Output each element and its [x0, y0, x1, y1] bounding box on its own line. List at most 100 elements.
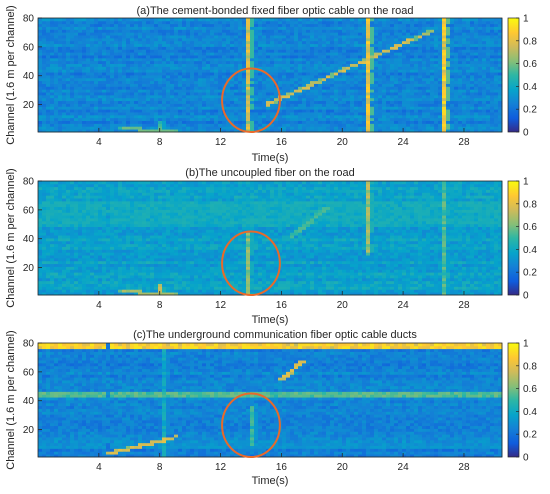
heatmap-cell [190, 75, 195, 79]
heatmap-cell [126, 46, 131, 50]
heatmap-cell [210, 103, 215, 107]
heatmap-cell [118, 32, 123, 36]
heatmap-cell [230, 103, 235, 107]
heatmap-cell [238, 63, 243, 67]
heatmap-cell [90, 80, 95, 84]
heatmap-cell [154, 40, 159, 45]
heatmap-cell [306, 92, 311, 96]
heatmap-cell [174, 18, 179, 22]
heatmap-cell [434, 129, 439, 133]
heatmap-cell [246, 60, 251, 64]
heatmap-cell [390, 94, 395, 99]
heatmap-cell [346, 72, 351, 76]
heatmap-cell [270, 75, 275, 79]
heatmap-cell [162, 43, 167, 47]
heatmap-cell [474, 57, 479, 62]
heatmap-cell [194, 66, 199, 70]
heatmap-cell [246, 103, 251, 107]
heatmap-cell [254, 75, 259, 79]
heatmap-cell [42, 66, 47, 70]
heatmap-cell [370, 92, 375, 96]
heatmap-cell [210, 289, 215, 293]
heatmap-cell [134, 60, 139, 64]
heatmap-cell [466, 32, 471, 36]
heatmap-cell [86, 100, 91, 104]
heatmap-cell [250, 286, 255, 290]
heatmap-cell [54, 123, 59, 127]
heatmap-cell [102, 126, 107, 130]
heatmap-cell [482, 63, 487, 67]
heatmap-cell [358, 86, 363, 90]
heatmap-cell [446, 72, 451, 76]
heatmap-cell [78, 26, 83, 30]
heatmap-cell [270, 129, 275, 133]
heatmap-cell [466, 37, 471, 42]
heatmap-cell [230, 83, 235, 87]
heatmap-cell [318, 92, 323, 96]
heatmap-cell [242, 92, 247, 96]
heatmap-cell [102, 20, 107, 25]
heatmap-cell [354, 117, 359, 121]
heatmap-cell [158, 106, 163, 110]
heatmap-cell [182, 292, 187, 296]
heatmap-cell [394, 100, 399, 104]
heatmap-cell [330, 126, 335, 130]
heatmap-cell [286, 60, 291, 64]
heatmap-cell [190, 94, 195, 99]
heatmap-cell [230, 69, 235, 73]
heatmap-cell [374, 55, 379, 59]
heatmap-cell [114, 55, 119, 59]
heatmap-cell [366, 75, 371, 79]
heatmap-cell [470, 292, 475, 296]
heatmap-cell [346, 49, 351, 53]
heatmap-cell [46, 18, 51, 22]
heatmap-cell [474, 123, 479, 127]
heatmap-cell [274, 289, 279, 293]
heatmap-cell [330, 77, 335, 82]
heatmap-cell [142, 75, 147, 79]
heatmap-cell [50, 35, 55, 39]
heatmap-cell [82, 49, 87, 53]
heatmap-cell [82, 100, 87, 104]
heatmap-cell [490, 46, 495, 50]
heatmap-cell [54, 72, 59, 76]
heatmap-cell [86, 86, 91, 90]
heatmap-cell [302, 117, 307, 121]
heatmap-cell [278, 20, 283, 25]
heatmap-cell [370, 80, 375, 84]
heatmap-cell [382, 292, 387, 296]
heatmap-cell [414, 63, 419, 67]
heatmap-cell [430, 112, 435, 116]
heatmap-cell [162, 69, 167, 73]
heatmap-cell [334, 72, 339, 76]
heatmap-cell [202, 75, 207, 79]
heatmap-cell [318, 286, 323, 290]
heatmap-cell [66, 123, 71, 127]
heatmap-cell [162, 292, 167, 296]
heatmap-cell [110, 94, 115, 99]
heatmap-cell [202, 126, 207, 130]
heatmap-cell [170, 97, 175, 102]
heatmap-cell [450, 66, 455, 70]
heatmap-cell [202, 69, 207, 73]
heatmap-cell [298, 126, 303, 130]
heatmap-cell [70, 89, 75, 93]
heatmap-cell [142, 66, 147, 70]
heatmap-cell [38, 83, 43, 87]
heatmap-cell [450, 109, 455, 113]
heatmap-cell [94, 100, 99, 104]
heatmap-cell [470, 40, 475, 45]
heatmap-cell [150, 60, 155, 64]
heatmap-cell [118, 77, 123, 82]
heatmap-cell [62, 75, 67, 79]
heatmap-cell [314, 35, 319, 39]
heatmap-cell [50, 86, 55, 90]
heatmap-cell [134, 77, 139, 82]
heatmap-cell [422, 20, 427, 25]
heatmap-cell [182, 43, 187, 47]
heatmap-cell [370, 66, 375, 70]
heatmap-cell [338, 23, 343, 27]
heatmap-cell [270, 72, 275, 76]
heatmap-cell [142, 129, 147, 133]
heatmap-cell [86, 126, 91, 130]
